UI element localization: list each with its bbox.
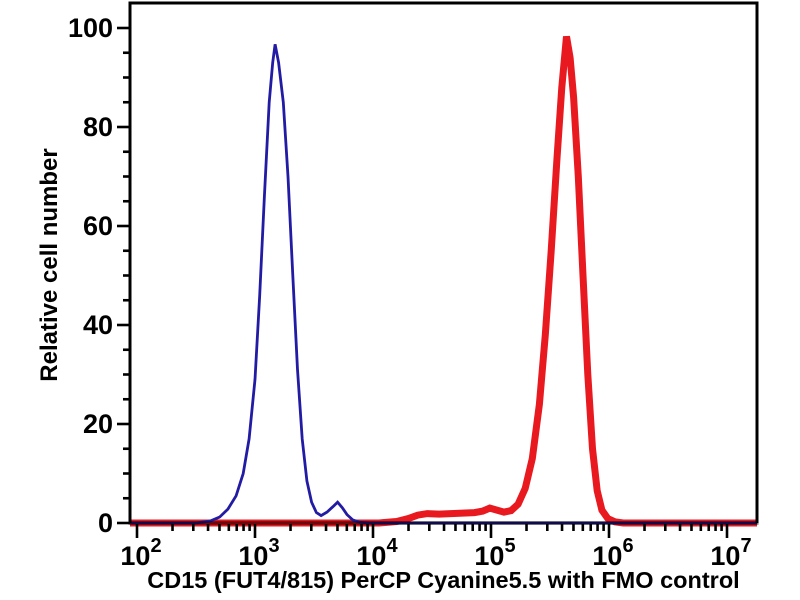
y-tick-label-20: 20	[83, 409, 113, 439]
plot-frame	[128, 1, 759, 523]
y-axis-title: Relative cell number	[36, 148, 63, 381]
axis-ticks	[117, 26, 729, 538]
y-tick-label-60: 60	[83, 211, 113, 241]
y-tick-label-100: 100	[68, 13, 113, 43]
x-tick-label-10e4: 104	[356, 535, 398, 571]
y-tick-label-40: 40	[83, 310, 113, 340]
x-axis-title: CD15 (FUT4/815) PerCP Cyanine5.5 with FM…	[147, 567, 739, 593]
blue-histogram-curve	[130, 44, 757, 525]
x-tick-label-10e7: 107	[710, 535, 751, 571]
x-tick-label-10e5: 105	[474, 535, 515, 571]
x-tick-label-10e6: 106	[592, 535, 633, 571]
y-tick-label-80: 80	[83, 112, 113, 142]
red-histogram-curve	[130, 35, 757, 527]
x-tick-label-10e2: 102	[120, 535, 161, 571]
x-tick-label-10e3: 103	[238, 535, 279, 571]
y-tick-label-0: 0	[98, 508, 113, 538]
